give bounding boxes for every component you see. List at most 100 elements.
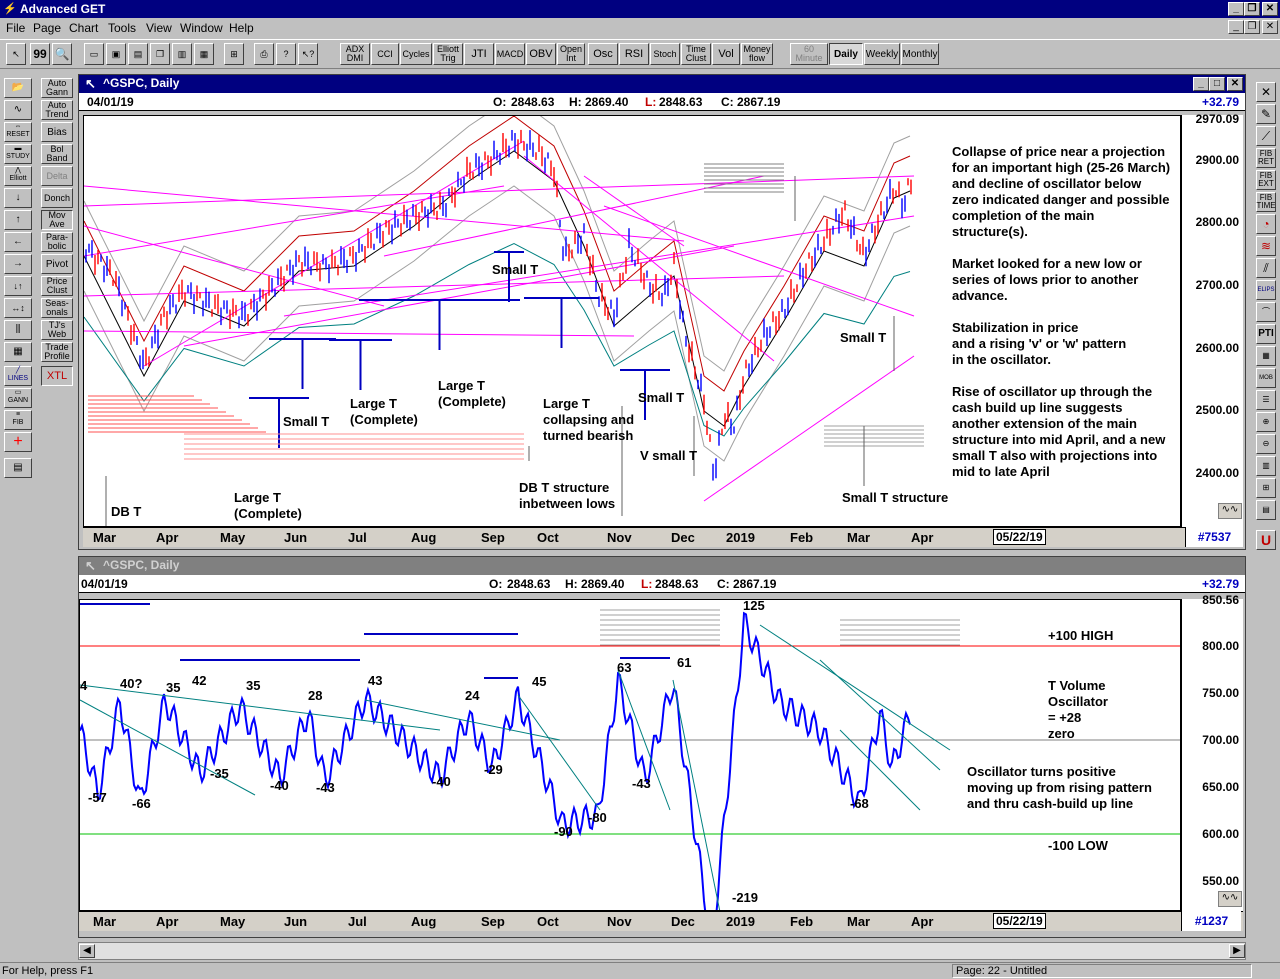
properties-icon[interactable]: ▤: [4, 458, 32, 478]
lines-button[interactable]: ╱ LINES: [4, 366, 32, 386]
arrow-left-icon[interactable]: ←: [4, 232, 32, 252]
bol-band-button[interactable]: Bol Band: [41, 144, 73, 164]
mob-button[interactable]: MOB: [1256, 368, 1276, 388]
close-button[interactable]: ✕: [1262, 2, 1278, 16]
print-icon[interactable]: ⎙: [254, 43, 274, 65]
study-macd-button[interactable]: MACD: [495, 43, 525, 65]
price-chart-close-button[interactable]: ✕: [1227, 77, 1243, 91]
mdi-minimize-button[interactable]: _: [1228, 20, 1244, 34]
ruler-icon[interactable]: ⟋: [1256, 126, 1276, 146]
study-elliott-trig-button[interactable]: Elliott Trig: [433, 43, 463, 65]
auto-trend-button[interactable]: Auto Trend: [41, 100, 73, 120]
zoom-in-icon[interactable]: ⊕: [1256, 412, 1276, 432]
parabolic-button[interactable]: Para-bolic: [41, 232, 73, 252]
arrow-right-icon[interactable]: →: [4, 254, 32, 274]
study-rsi-button[interactable]: RSI: [619, 43, 649, 65]
study-obv-button[interactable]: OBV: [526, 43, 556, 65]
scale-expand-icon[interactable]: ↔↕: [4, 298, 32, 318]
paste-icon[interactable]: ▥: [172, 43, 192, 65]
pointer-icon[interactable]: ↖: [6, 43, 26, 65]
ellipse-button[interactable]: ELIPS: [1256, 280, 1276, 300]
timeframe-60-minute-button[interactable]: 60 Minute: [790, 43, 828, 65]
horizontal-scrollbar[interactable]: ◀ ▶: [78, 942, 1246, 960]
pivot-button[interactable]: Pivot: [41, 254, 73, 274]
chart-icon-2[interactable]: ▤: [1256, 500, 1276, 520]
pti-button[interactable]: PTI: [1256, 324, 1276, 344]
pencil-icon[interactable]: ✎: [1256, 104, 1276, 124]
timeframe-daily-button[interactable]: Daily: [829, 43, 863, 65]
cross-lines-icon[interactable]: ✕: [1256, 82, 1276, 102]
price-plot-area[interactable]: Collapse of price near a projection for …: [83, 115, 1181, 527]
mirror-icon[interactable]: ⊞: [1256, 478, 1276, 498]
grid-view-icon[interactable]: ▦: [4, 342, 32, 362]
copy-icon[interactable]: ❐: [150, 43, 170, 65]
chart-icon[interactable]: ▤: [128, 43, 148, 65]
grid-icon[interactable]: ⊞: [224, 43, 244, 65]
crosshair-icon[interactable]: +: [4, 432, 32, 452]
zoom-icon[interactable]: 🔍: [52, 43, 72, 65]
wave-icon[interactable]: ∿: [4, 100, 32, 120]
fib-ret-button[interactable]: FIB RET: [1256, 148, 1276, 168]
layout-icon[interactable]: ▦: [194, 43, 214, 65]
menu-tools[interactable]: Tools: [108, 21, 137, 35]
menu-help[interactable]: Help: [229, 21, 254, 35]
fib-ext-button[interactable]: FIB EXT: [1256, 170, 1276, 190]
magnet-icon[interactable]: U: [1256, 530, 1276, 550]
scroll-left-button[interactable]: ◀: [79, 944, 95, 958]
reset-button[interactable]: ⇔ RESET: [4, 122, 32, 142]
menu-page[interactable]: Page: [33, 21, 62, 35]
study-cci-button[interactable]: CCI: [371, 43, 399, 65]
study-stoch-button[interactable]: Stoch: [650, 43, 680, 65]
tjs-web-button[interactable]: TJ's Web: [41, 320, 73, 340]
donch-button[interactable]: Donch: [41, 188, 73, 208]
minimize-button[interactable]: _: [1228, 2, 1244, 16]
context-help-icon[interactable]: ↖?: [298, 43, 318, 65]
open-folder-icon[interactable]: 📂: [4, 78, 32, 98]
osc-plot-area[interactable]: 4 40? 35 42 35 28 43 24 45 63 61 125 -57 -66 -35 -40 -43…: [79, 599, 1181, 911]
timeframe-weekly-button[interactable]: Weekly: [864, 43, 900, 65]
fib-button[interactable]: ≡ FIB: [4, 410, 32, 430]
auto-gann-button[interactable]: Auto Gann: [41, 78, 73, 98]
arrow-down-icon[interactable]: ↓: [4, 188, 32, 208]
bar-chart-icon[interactable]: ▥: [1256, 456, 1276, 476]
timeframe-monthly-button[interactable]: Monthly: [901, 43, 939, 65]
menu-view[interactable]: View: [146, 21, 172, 35]
xtl-button[interactable]: XTL: [41, 366, 73, 386]
arrow-up-icon[interactable]: ↑: [4, 210, 32, 230]
channel-icon[interactable]: ⫽: [1256, 258, 1276, 278]
menu-window[interactable]: Window: [180, 21, 223, 35]
study-adx-button[interactable]: ADX DMI: [340, 43, 370, 65]
list-icon[interactable]: ☰: [1256, 390, 1276, 410]
table-icon[interactable]: ▦: [1256, 346, 1276, 366]
trade-profile-button[interactable]: Trade Profile: [41, 342, 73, 362]
seasonals-button[interactable]: Seas-onals: [41, 298, 73, 318]
price-scale-icon[interactable]: ∿∿: [1218, 503, 1242, 519]
cycle-icon[interactable]: ⌒: [1256, 302, 1276, 322]
menu-chart[interactable]: Chart: [69, 21, 99, 35]
fib-time-button[interactable]: FIB TIME: [1256, 192, 1276, 212]
study-vol-button[interactable]: Vol: [712, 43, 740, 65]
gann-button[interactable]: ▭ GANN: [4, 388, 32, 408]
new-page-icon[interactable]: ▭: [84, 43, 104, 65]
mov-ave-button[interactable]: Mov Ave: [41, 210, 73, 230]
study-open-int-button[interactable]: Open Int: [557, 43, 585, 65]
study-jti-button[interactable]: JTI: [464, 43, 494, 65]
bars-icon[interactable]: ⫼: [4, 320, 32, 340]
elliott-button[interactable]: ⋀ Elliott: [4, 166, 32, 186]
save-icon[interactable]: ▣: [106, 43, 126, 65]
price-chart-minimize-button[interactable]: _: [1193, 77, 1209, 91]
study-time-clust-button[interactable]: Time Clust: [681, 43, 711, 65]
mdi-close-button[interactable]: ✕: [1262, 20, 1278, 34]
bias-button[interactable]: Bias: [41, 122, 73, 142]
delta-button[interactable]: Delta: [41, 166, 73, 186]
menu-file[interactable]: File: [6, 21, 26, 35]
scale-compress-icon[interactable]: ↓↑: [4, 276, 32, 296]
study-osc-button[interactable]: Osc: [588, 43, 618, 65]
fan-icon[interactable]: ◔: [1256, 214, 1276, 234]
quote-icon[interactable]: 99: [30, 43, 50, 65]
restore-button[interactable]: ❐: [1244, 2, 1260, 16]
scroll-right-button[interactable]: ▶: [1229, 944, 1245, 958]
study-money-flow-button[interactable]: Money flow: [741, 43, 773, 65]
mdi-restore-button[interactable]: ❐: [1244, 20, 1260, 34]
osc-scale-icon[interactable]: ∿∿: [1218, 891, 1242, 907]
